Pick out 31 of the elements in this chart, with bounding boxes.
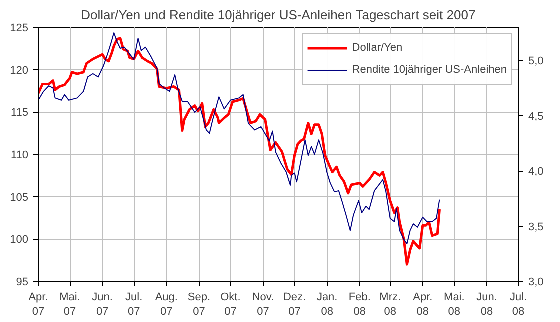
x-tick-label: Feb. 08 bbox=[348, 292, 371, 318]
x-tick-label: Jun. 08 bbox=[476, 292, 498, 318]
x-tick-label: Nov. 07 bbox=[252, 292, 274, 318]
x-tick-label: Aug. 07 bbox=[155, 292, 178, 318]
x-tick-label: Apr. 08 bbox=[413, 292, 433, 318]
x-tick-label: Dez. 07 bbox=[283, 292, 306, 318]
x-tick-label: Mai. 07 bbox=[60, 292, 80, 318]
y-tick-label: 120 bbox=[10, 64, 29, 77]
x-tick-label: Sep. 07 bbox=[188, 292, 211, 318]
y-tick-label: 115 bbox=[10, 107, 29, 120]
x-tick-label: Jun. 07 bbox=[92, 292, 113, 318]
y-tick-label: 105 bbox=[10, 192, 29, 204]
x-tick-label: Mrz. 08 bbox=[380, 292, 402, 318]
x-tick-label: Jan. 08 bbox=[316, 292, 338, 318]
x-tick-label: Jul. 07 bbox=[126, 292, 143, 318]
legend-label: Dollar/Yen bbox=[352, 41, 403, 55]
y2-tick-label: 3,0 bbox=[528, 276, 544, 288]
x-tick-label: Apr. 07 bbox=[28, 292, 48, 318]
y-tick-label: 125 bbox=[10, 22, 29, 34]
y2-tick-label: 5,0 bbox=[528, 56, 544, 68]
y2-tick-label: 4,0 bbox=[528, 166, 544, 178]
x-tick-label: Mai. 08 bbox=[444, 292, 465, 318]
y2-tick-label: 4,5 bbox=[528, 110, 544, 123]
legend-label: Rendite 10jähriger US-Anleihen bbox=[352, 63, 507, 77]
x-tick-label: Okt. 07 bbox=[220, 292, 241, 318]
y-tick-label: 100 bbox=[10, 234, 29, 246]
y-tick-label: 95 bbox=[16, 276, 29, 288]
chart-title: Dollar/Yen und Rendite 10jähriger US-Anleihen Tageschart seit 2007 bbox=[81, 8, 476, 22]
y2-tick-label: 3,5 bbox=[528, 221, 544, 234]
x-tick-label: Jul. 08 bbox=[510, 292, 528, 318]
y-tick-label: 110 bbox=[10, 150, 29, 162]
